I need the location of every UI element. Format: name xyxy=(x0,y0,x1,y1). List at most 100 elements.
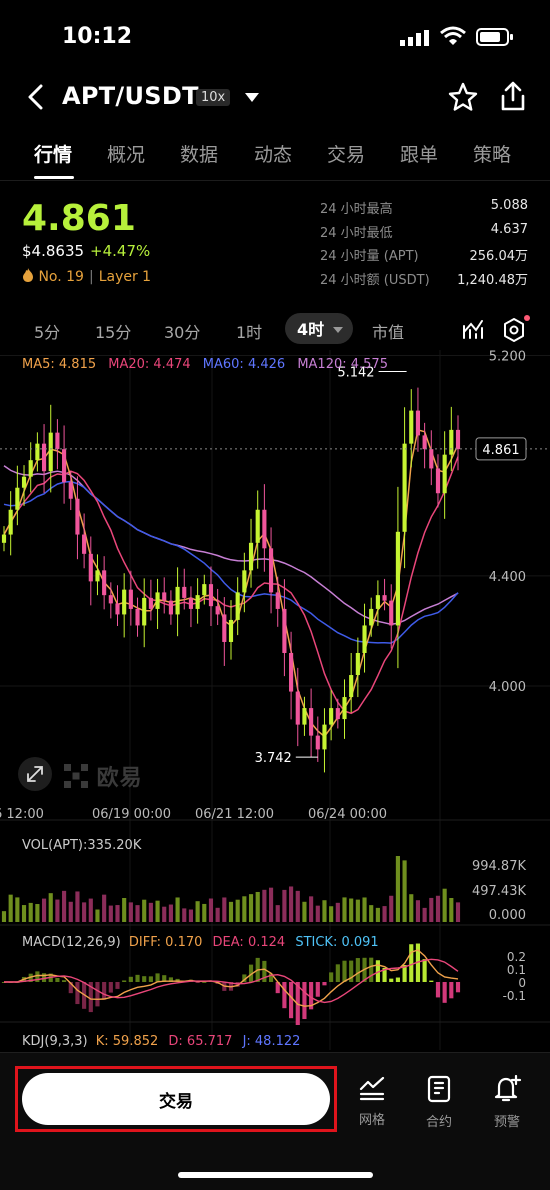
macd-histogram-bar xyxy=(68,982,73,994)
candle-body xyxy=(302,708,307,725)
volume-bar xyxy=(82,902,87,922)
macd-stick: STICK: 0.091 xyxy=(295,935,379,950)
share-icon[interactable] xyxy=(498,80,528,112)
stat-row: 24 小时量 (APT) 256.04万 xyxy=(320,245,528,269)
alert-button[interactable]: 预警 xyxy=(482,1074,532,1130)
cellular-signal-icon xyxy=(400,30,429,46)
stat-value: 5.088 xyxy=(490,198,528,213)
volume-bar xyxy=(442,888,447,922)
status-time: 10:12 xyxy=(62,24,133,49)
candle-body xyxy=(449,429,454,455)
macd-histogram-bar xyxy=(88,982,93,1013)
macd-histogram-bar xyxy=(35,971,40,982)
x-tick-label: 6 12:00 xyxy=(0,807,44,822)
interval-4h-selected[interactable]: 4时 xyxy=(285,313,353,344)
pair-title[interactable]: APT/USDT xyxy=(62,82,199,110)
macd-histogram-bar xyxy=(142,976,147,982)
category-tag[interactable]: Layer 1 xyxy=(98,269,152,285)
volume-bar xyxy=(235,899,240,922)
stat-label: 24 小时额 (USDT) xyxy=(320,272,430,288)
leverage-badge: 10x xyxy=(196,89,231,106)
volume-bar xyxy=(349,898,354,922)
indicator-icon[interactable] xyxy=(462,318,484,340)
interval-1h[interactable]: 1时 xyxy=(236,323,263,342)
volume-bar xyxy=(88,898,93,922)
favorite-star-icon[interactable] xyxy=(448,82,478,112)
rank-number[interactable]: No. 19 xyxy=(38,269,84,285)
candle-body xyxy=(215,606,220,615)
macd-tick: 0.1 xyxy=(507,963,526,977)
volume-bar xyxy=(115,905,120,922)
tab-strategy[interactable]: 策略 xyxy=(473,144,512,166)
macd-histogram-bar xyxy=(275,982,280,994)
kdj-labels: KDJ(9,3,3) K: 59.852 D: 65.717 J: 48.122 xyxy=(22,1034,300,1049)
contract-icon xyxy=(427,1075,451,1103)
macd-histogram-bar xyxy=(342,960,347,982)
volume-bar xyxy=(222,897,227,922)
interval-market-cap[interactable]: 市值 xyxy=(372,323,405,342)
candle-body xyxy=(155,592,160,609)
fullscreen-button[interactable] xyxy=(18,757,52,791)
candle-body xyxy=(282,608,287,653)
volume-bar xyxy=(455,902,461,922)
macd-histogram-bar xyxy=(135,974,140,982)
back-arrow-icon[interactable] xyxy=(26,84,46,110)
candle-body xyxy=(228,619,234,642)
caret-down-icon[interactable] xyxy=(244,91,260,103)
volume-bar xyxy=(168,904,173,922)
candle-body xyxy=(95,570,100,582)
volume-bar xyxy=(202,903,207,922)
candle-body xyxy=(208,584,214,607)
macd-histogram-bar xyxy=(429,980,434,982)
ma120-line xyxy=(3,465,459,626)
interval-30m[interactable]: 30分 xyxy=(164,323,201,342)
alert-label: 预警 xyxy=(493,1115,520,1130)
volume-bar xyxy=(228,901,234,922)
volume-bar xyxy=(188,909,194,922)
kline-chart[interactable]: 994.87K 497.43K 0.000 0.20.10-0.1 4.861 5.2… xyxy=(0,350,550,1050)
candle-body xyxy=(322,724,327,750)
stat-row: 24 小时额 (USDT) 1,240.48万 xyxy=(320,269,528,293)
volume-bar xyxy=(268,887,274,922)
x-tick-label: 06/24 00:00 xyxy=(308,807,387,822)
volume-bar xyxy=(422,907,427,922)
volume-bar xyxy=(142,899,147,922)
stat-value: 4.637 xyxy=(490,221,528,237)
candle-body xyxy=(342,697,347,720)
candle-body xyxy=(102,570,107,596)
volume-bar xyxy=(402,860,407,922)
macd-histogram-bar xyxy=(202,981,207,983)
tab-trade[interactable]: 交易 xyxy=(327,144,366,166)
tab-copy-trading[interactable]: 跟单 xyxy=(400,144,439,166)
macd-histogram-bar xyxy=(395,977,400,982)
volume-bar xyxy=(68,901,73,922)
volume-bar xyxy=(102,894,107,922)
volume-tick: 497.43K xyxy=(472,884,526,899)
tab-data[interactable]: 数据 xyxy=(180,144,219,166)
macd-histogram-bar xyxy=(302,982,307,1020)
tab-news[interactable]: 动态 xyxy=(254,144,293,166)
candle-body xyxy=(122,589,127,615)
macd-histogram-bar xyxy=(95,982,100,1007)
volume-bar xyxy=(369,905,374,922)
trade-button[interactable]: 交易 xyxy=(22,1073,330,1125)
stat-value: 256.04万 xyxy=(469,249,529,264)
stat-row: 24 小时最低 4.637 xyxy=(320,222,528,246)
candle-body xyxy=(382,595,387,601)
contract-button[interactable]: 合约 xyxy=(414,1075,464,1130)
candle-body xyxy=(429,449,434,469)
candle-body xyxy=(349,675,354,698)
macd-histogram-bar xyxy=(355,958,360,982)
tab-market[interactable]: 行情 xyxy=(34,144,73,166)
x-tick-label: 06/19 00:00 xyxy=(92,807,171,822)
settings-hex-icon[interactable] xyxy=(503,318,525,342)
grid-bot-button[interactable]: 网格 xyxy=(347,1075,397,1128)
candle-body xyxy=(41,443,47,472)
candle-body xyxy=(75,498,80,535)
interval-15m[interactable]: 15分 xyxy=(95,323,132,342)
interval-5m[interactable]: 5分 xyxy=(34,323,61,342)
tab-overview[interactable]: 概况 xyxy=(107,144,146,166)
volume-bar xyxy=(395,856,400,922)
candle-body xyxy=(1,534,7,543)
volume-bar xyxy=(21,905,27,922)
